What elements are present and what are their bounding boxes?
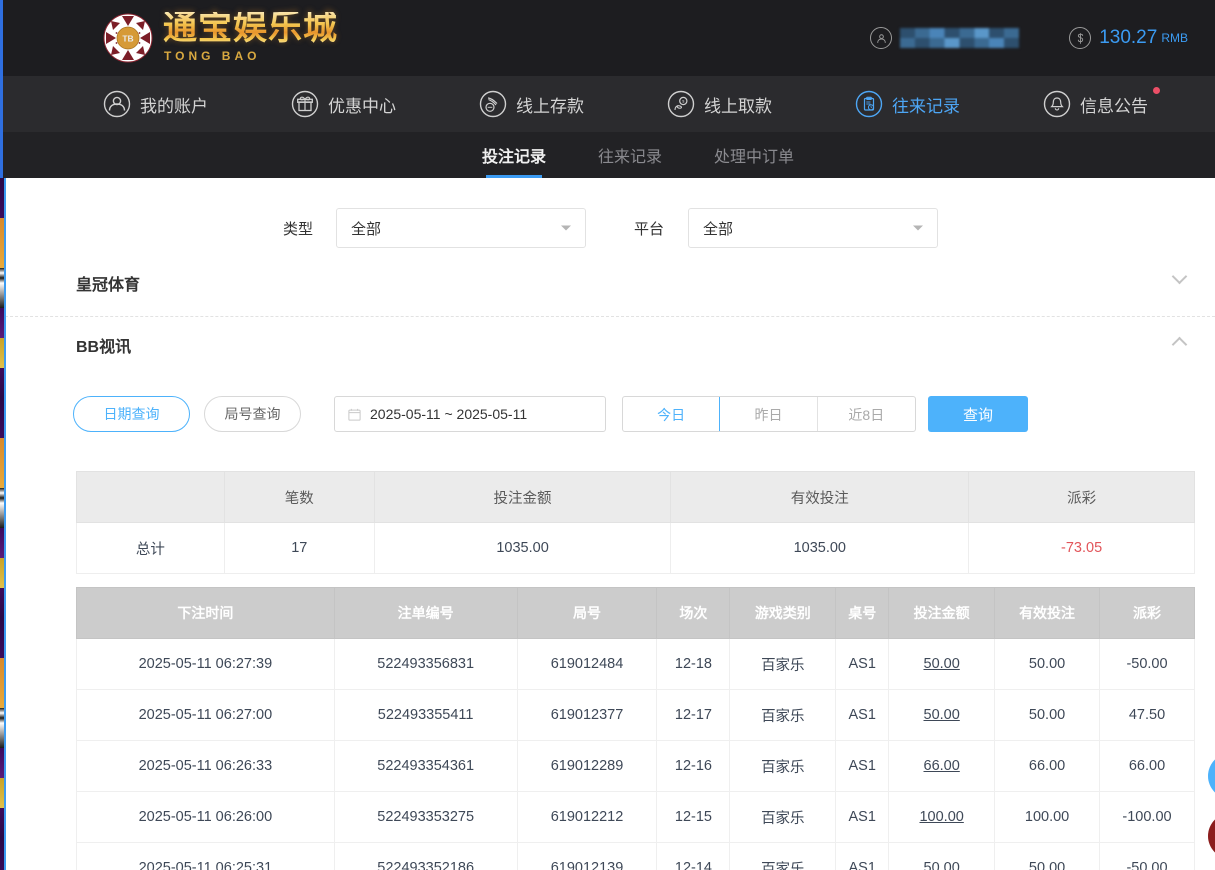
svg-text:$: $	[682, 98, 685, 103]
svg-text:TB: TB	[122, 33, 133, 43]
